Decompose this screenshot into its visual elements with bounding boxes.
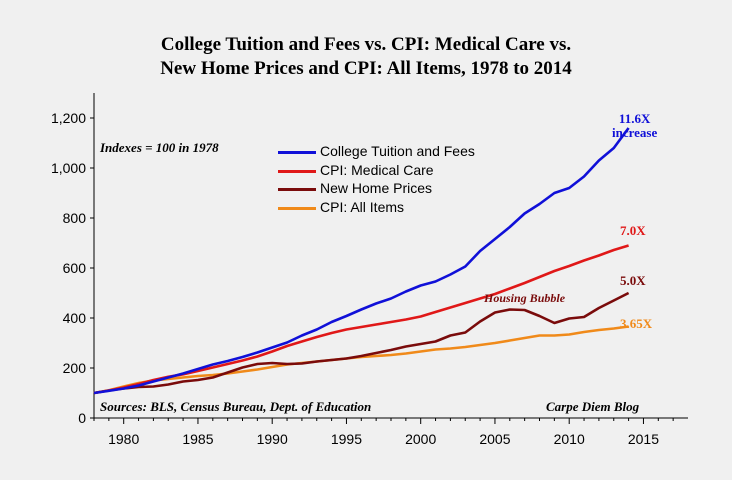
y-tick-label: 200 — [63, 360, 87, 376]
x-tick-label: 2005 — [479, 431, 510, 447]
legend-swatch — [278, 170, 316, 173]
y-tick-label: 0 — [78, 410, 86, 426]
legend-swatch — [278, 188, 316, 191]
x-tick-label: 1985 — [182, 431, 213, 447]
annotation-home-prices: 5.0X — [620, 273, 646, 288]
legend-label: College Tuition and Fees — [320, 143, 475, 159]
x-tick-label: 2000 — [405, 431, 436, 447]
chart-title: College Tuition and Fees vs. CPI: Medica… — [160, 34, 572, 55]
annotation-housing-bubble: Housing Bubble — [484, 291, 566, 305]
series-lines — [93, 127, 630, 395]
annotation-medical: 7.0X — [620, 223, 646, 238]
annotation-cpi-all: 3.65X — [620, 316, 653, 331]
series-line-2 — [93, 291, 630, 395]
series-line-0 — [93, 127, 630, 395]
legend-label: CPI: All Items — [320, 199, 405, 215]
legend-label: CPI: Medical Care — [320, 162, 434, 178]
legend-swatch — [278, 151, 316, 154]
y-tick-label: 1,200 — [51, 110, 86, 126]
legend-label: New Home Prices — [320, 180, 433, 196]
annotation-text: 11.6X — [618, 111, 651, 126]
annotation-tuition: 11.6X increase — [612, 112, 657, 140]
legend-swatch — [278, 207, 316, 210]
x-tick-label: 1995 — [331, 431, 362, 447]
credit-note: Carpe Diem Blog — [546, 399, 640, 414]
axes: 0 200 400 600 800 1,000 1,200 1980 1985 1990 1995 2… — [51, 93, 688, 447]
x-tick-label: 2015 — [628, 431, 659, 447]
y-tick-label: 1,000 — [51, 160, 86, 176]
x-tick-label: 1990 — [257, 431, 288, 447]
source-note: Sources: BLS, Census Bureau, Dept. of Ed… — [100, 399, 372, 414]
y-tick-label: 800 — [63, 210, 87, 226]
y-tick-label: 400 — [63, 310, 87, 326]
index-note: Indexes = 100 in 1978 — [100, 140, 219, 155]
annotation-text: increase — [612, 125, 658, 140]
y-tick-label: 600 — [63, 260, 87, 276]
x-tick-label: 1980 — [108, 431, 139, 447]
x-tick-label: 2010 — [554, 431, 585, 447]
chart-subtitle: New Home Prices and CPI: All Items, 1978… — [160, 58, 572, 79]
